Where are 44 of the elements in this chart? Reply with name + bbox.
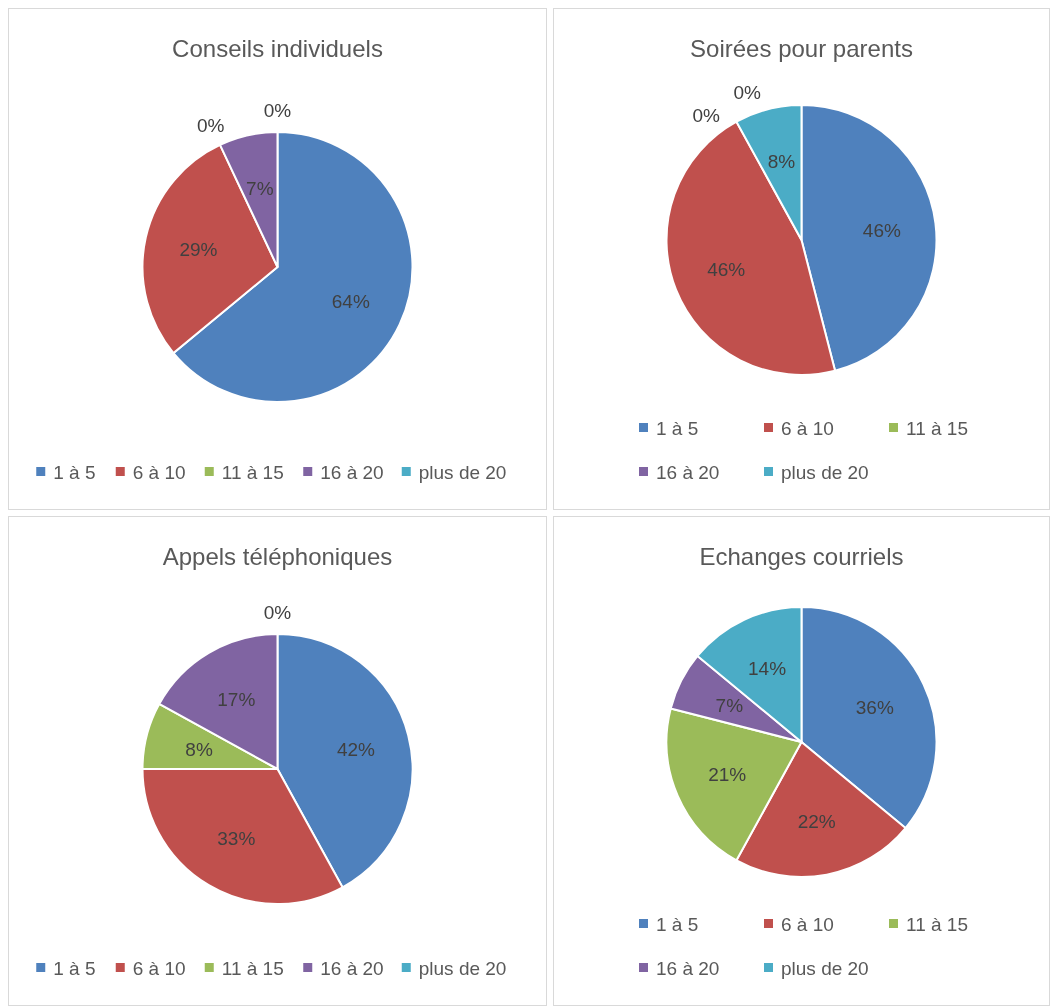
legend-label: plus de 20 [781, 461, 869, 483]
legend-label: plus de 20 [781, 957, 869, 979]
legend-label: 1 à 5 [53, 461, 96, 483]
data-label: 42% [336, 738, 376, 760]
legend-label: 11 à 15 [906, 913, 968, 935]
data-label: 21% [708, 763, 747, 785]
legend-label: 1 à 5 [656, 913, 699, 935]
chart-title: Echanges courriels [699, 543, 904, 570]
data-label: 8% [185, 738, 213, 760]
data-label: 22% [797, 811, 836, 833]
data-label: 46% [707, 259, 746, 281]
legend-label: 11 à 15 [221, 461, 284, 483]
legend-label: 6 à 10 [132, 461, 186, 483]
text: 0% [263, 99, 292, 121]
legend-label: 6 à 10 [781, 417, 834, 439]
data-label: 36% [855, 697, 894, 719]
data-label: 29% [179, 238, 218, 260]
data-label: 7% [246, 177, 274, 199]
legend-label: 1 à 5 [656, 417, 699, 439]
text: 0% [692, 104, 720, 126]
chart-title: Appels téléphoniques [162, 543, 393, 570]
data-label: 17% [217, 688, 256, 710]
legend-label: 6 à 10 [132, 957, 186, 979]
legend-label: 6 à 10 [781, 913, 834, 935]
text: 0% [263, 601, 292, 623]
data-label: 33% [217, 828, 256, 850]
data-label: 14% [748, 658, 787, 680]
legend-label: 11 à 15 [906, 417, 968, 439]
legend-label: plus de 20 [418, 461, 507, 483]
data-label: 64% [331, 291, 370, 313]
data-label: 8% [767, 151, 796, 173]
legend-label: 16 à 20 [656, 461, 720, 483]
data-label: 7% [715, 694, 744, 716]
chart-title: Conseils individuels [172, 35, 383, 62]
legend-label: 1 à 5 [53, 957, 96, 979]
legend-label: 11 à 15 [221, 957, 284, 979]
legend-label: 16 à 20 [320, 957, 384, 979]
chart-title: Soirées pour parents [690, 35, 913, 62]
text: 0% [196, 114, 225, 136]
data-label: 46% [862, 219, 901, 241]
legend-label: 16 à 20 [320, 461, 384, 483]
text: 0% [733, 82, 762, 104]
legend-label: plus de 20 [418, 957, 507, 979]
legend-label: 16 à 20 [656, 957, 720, 979]
